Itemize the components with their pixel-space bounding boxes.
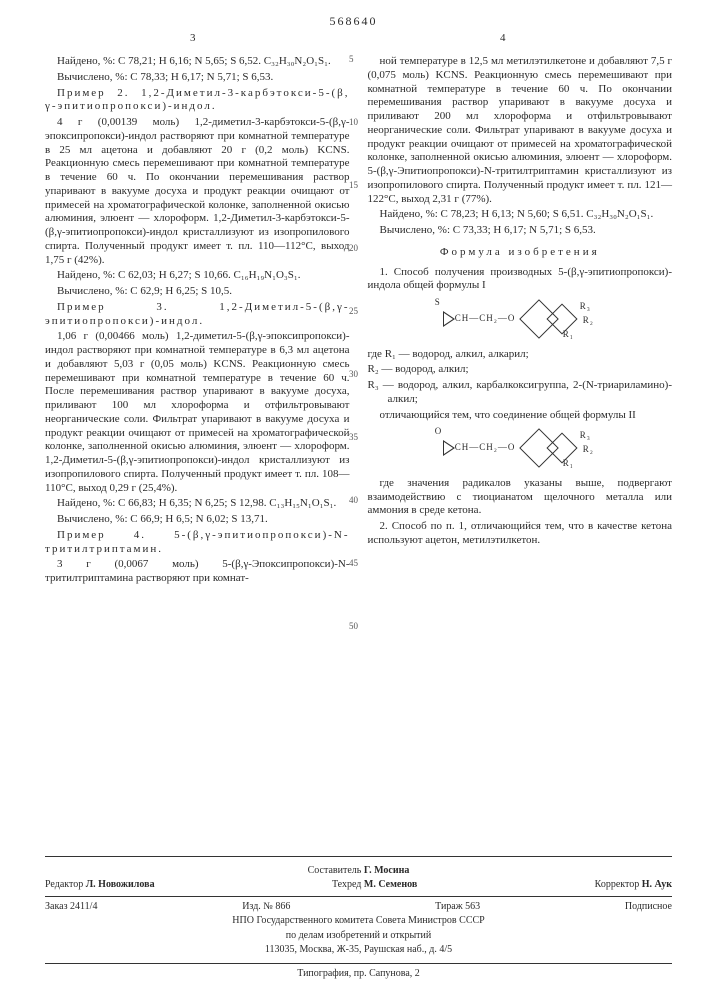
calc-line: Вычислено, %: С 78,33; Н 6,17; N 5,71; S… [45,71,350,85]
line-number-gutter: 5 10 15 20 25 30 35 40 45 50 [349,55,358,685]
order-number: Заказ 2411/4 [45,901,97,914]
example-3-title: Пример 3. 1,2-Диметил-5-(β,γ-эпитиопропо… [45,301,350,329]
example-2-calc: Вычислено, %: С 62,9; Н 6,25; S 10,5. [45,285,350,299]
edition-number: Изд. № 866 [242,901,290,914]
example-2-title: Пример 2. 1,2-Диметил-3-карбэтокси-5-(β,… [45,87,350,115]
subscription: Подписное [625,901,672,914]
continuation-text: ной температуре в 12,5 мл метилэтилкетон… [368,55,673,206]
compiler-name: Г. Мосина [364,865,410,876]
example-3-body: 1,06 г (0,00466 моль) 1,2-диметил-5-(β,γ… [45,330,350,495]
claim-1-end: где значения радикалов указаны выше, под… [368,477,673,518]
example-4-title: Пример 4. 5-(β,γ-эпитиопропокси)-N-трити… [45,529,350,557]
claim-1-lead: 1. Способ получения производных 5-(β,γ-э… [368,266,673,294]
claims-heading: Формула изобретения [368,246,673,260]
compiler-label: Составитель [308,865,362,876]
structural-formula-1: CH—CH₂—O S R₃ R₂ R₁ [368,299,673,342]
example-2-found: Найдено, %: С 62,03; Н 6,27; S 10,66. C₁… [45,269,350,283]
right-column: ной температуре в 12,5 мл метилэтилкетон… [368,55,673,588]
document-number: 568640 [330,14,378,29]
claim-2: 2. Способ по п. 1, отличающийся тем, что… [368,520,673,548]
calc-line-right: Вычислено, %: С 73,33; Н 6,17; N 5,71; S… [368,224,673,238]
found-line-right: Найдено, %: С 78,23; Н 6,13; N 5,60; S 6… [368,208,673,222]
example-2-body: 4 г (0,00139 моль) 1,2-диметил-3-карбэто… [45,116,350,267]
imprint-footer: Составитель Г. Мосина Редактор Л. Новожи… [45,856,672,981]
where-r2: R₂ — водород, алкил; [388,363,673,377]
example-3-found: Найдено, %: С 66,83; Н 6,35; N 6,25; S 1… [45,497,350,511]
printer-line: Типография, пр. Сапунова, 2 [45,963,672,981]
found-line: Найдено, %: С 78,21; Н 6,16; N 5,65; S 6… [45,55,350,69]
where-r1: где R₁ — водород, алкил, алкарил; [388,348,673,362]
claim-1-tail: отличающийся тем, что соединение общей ф… [368,409,673,423]
structural-formula-2: CH—CH₂—O O R₃ R₂ R₁ [368,428,673,471]
organization-line-2: по делам изобретений и открытий [45,930,672,943]
organization-line-1: НПО Государственного комитета Совета Мин… [45,915,672,928]
column-number-right: 4 [500,32,506,46]
column-number-left: 3 [190,32,196,46]
where-r3: R₃ — водород, алкил, карбалкоксигруппа, … [388,379,673,407]
text-columns: Найдено, %: С 78,21; Н 6,16; N 5,65; S 6… [45,55,672,588]
example-3-calc: Вычислено, %: С 66,9; Н 6,5; N 6,02; S 1… [45,513,350,527]
example-4-body: 3 г (0,0067 моль) 5-(β,γ-Эпоксипропокси)… [45,558,350,586]
circulation: Тираж 563 [435,901,480,914]
address-line: 113035, Москва, Ж-35, Раушская наб., д. … [45,944,672,957]
left-column: Найдено, %: С 78,21; Н 6,16; N 5,65; S 6… [45,55,350,588]
